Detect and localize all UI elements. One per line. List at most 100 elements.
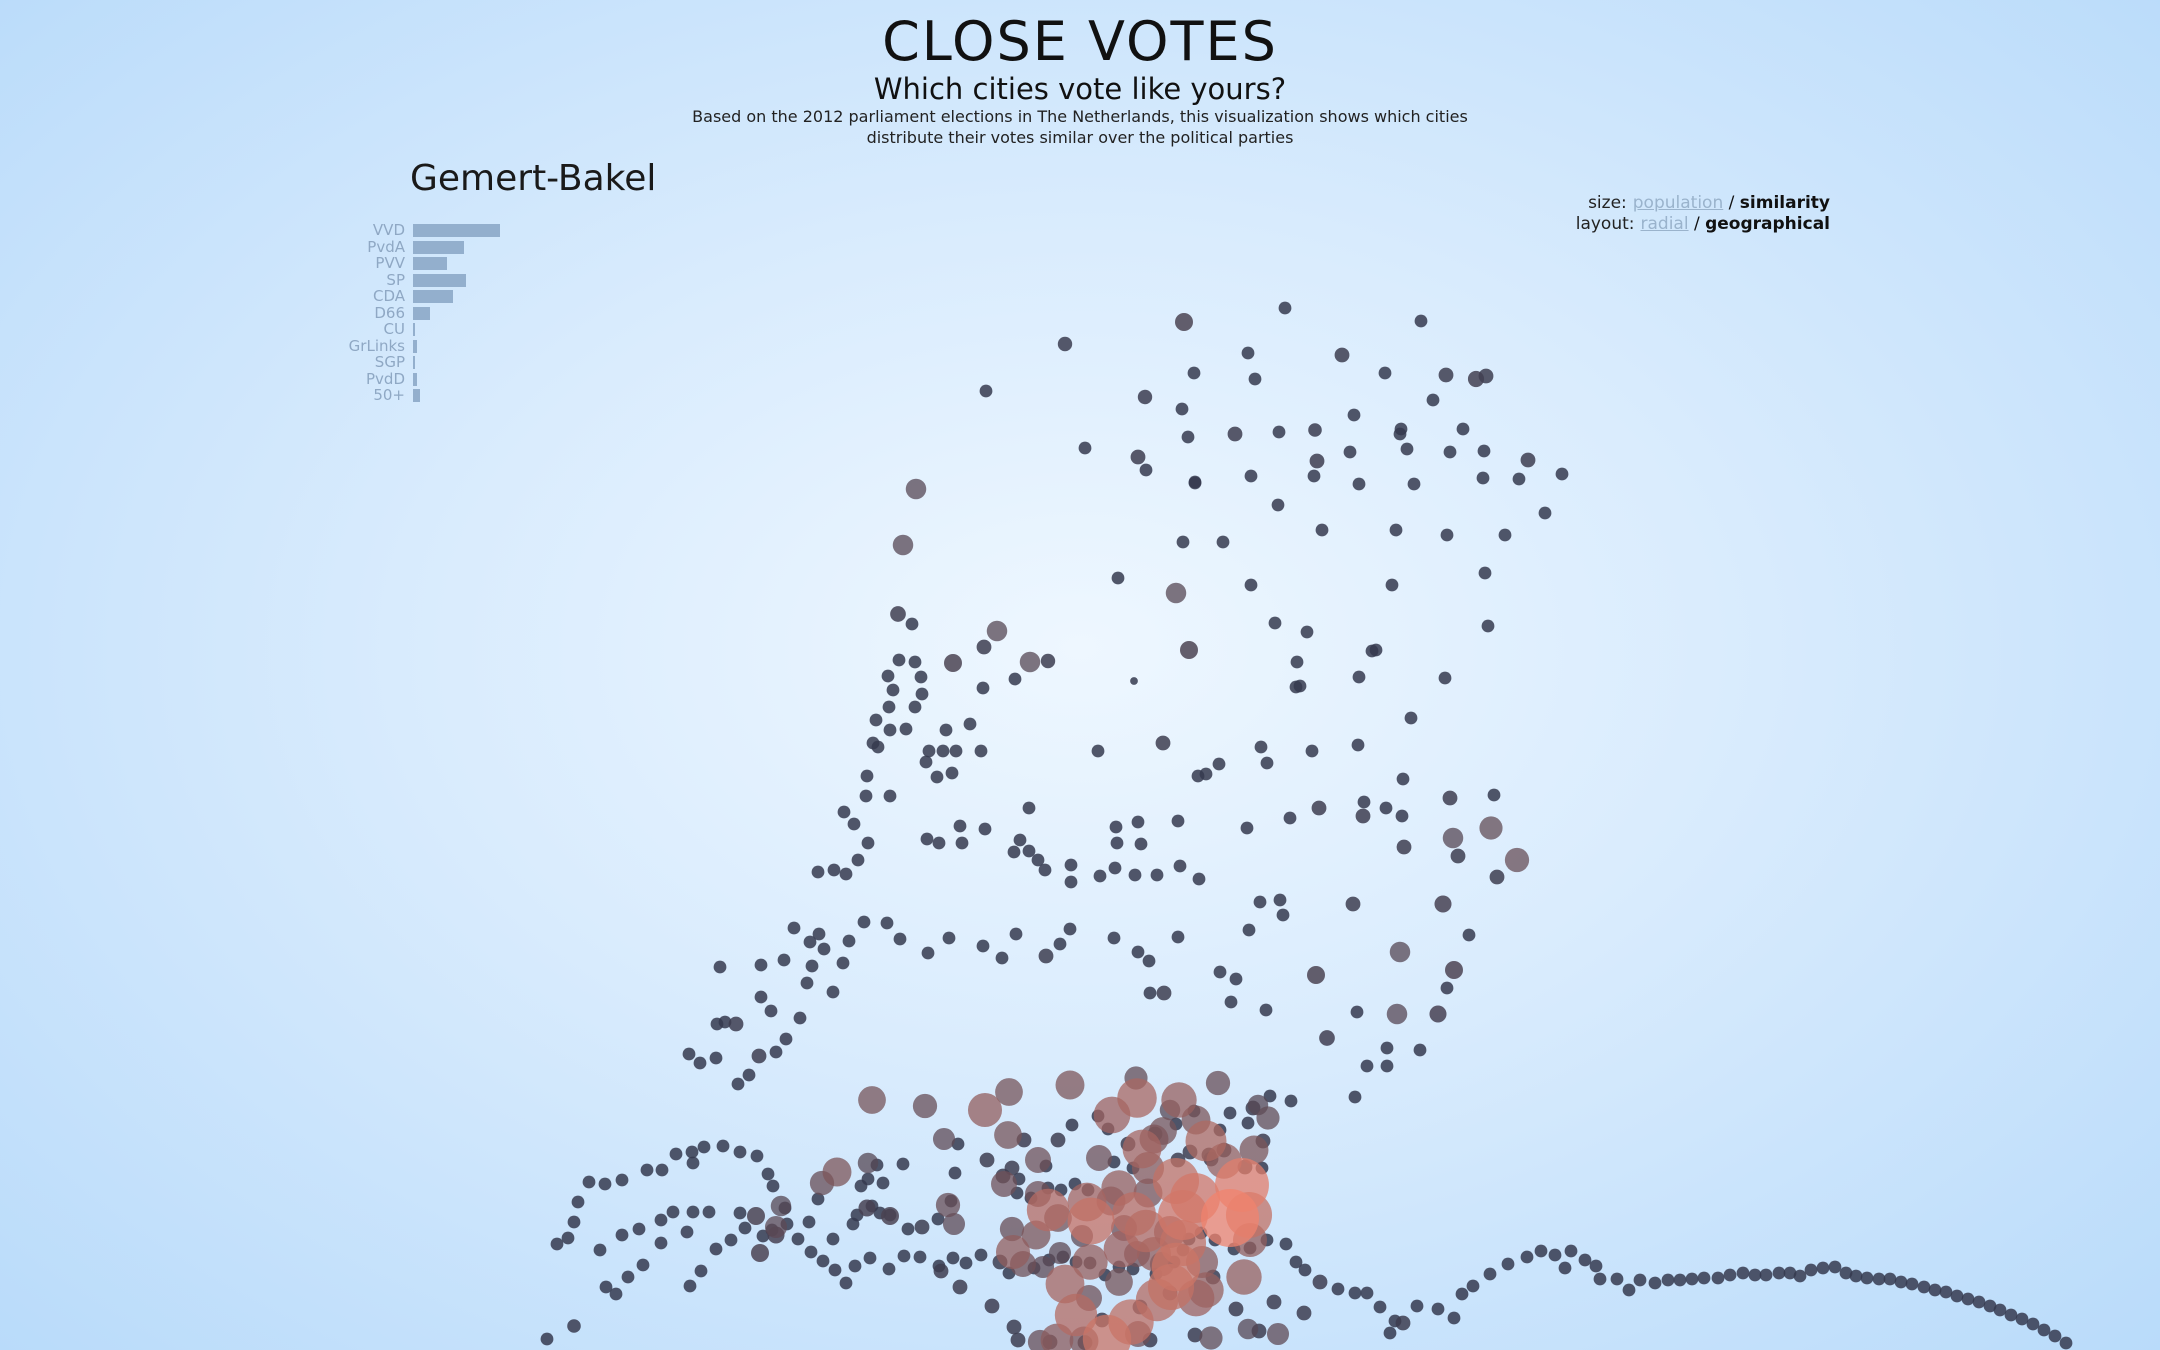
city-dot[interactable] — [1351, 738, 1365, 752]
city-dot[interactable] — [1038, 948, 1054, 964]
city-dot[interactable] — [1300, 625, 1314, 639]
city-dot[interactable] — [1476, 471, 1490, 485]
city-dot[interactable] — [540, 1332, 554, 1346]
city-dot[interactable] — [1156, 985, 1172, 1001]
city-dot[interactable] — [848, 1259, 862, 1273]
city-dot[interactable] — [682, 1047, 696, 1061]
city-dot[interactable] — [1426, 393, 1440, 407]
city-dot[interactable] — [1072, 1244, 1108, 1280]
city-dot[interactable] — [1205, 1070, 1231, 1096]
city-dot[interactable] — [976, 939, 990, 953]
city-dot[interactable] — [1276, 908, 1290, 922]
city-dot[interactable] — [777, 953, 791, 967]
city-dot[interactable] — [1216, 535, 1230, 549]
city-dot[interactable] — [1111, 571, 1125, 585]
city-dot[interactable] — [615, 1228, 629, 1242]
city-dot[interactable] — [912, 1093, 938, 1119]
city-dot[interactable] — [716, 1139, 730, 1153]
city-dot[interactable] — [1481, 619, 1495, 633]
city-dot[interactable] — [899, 722, 913, 736]
city-dot[interactable] — [1395, 809, 1409, 823]
city-dot[interactable] — [1438, 671, 1452, 685]
city-dot[interactable] — [728, 1016, 744, 1032]
party-bar[interactable] — [413, 306, 431, 320]
city-dot[interactable] — [1259, 1003, 1273, 1017]
city-dot[interactable] — [655, 1163, 669, 1177]
city-dot[interactable] — [1442, 790, 1458, 806]
city-dot[interactable] — [1385, 578, 1399, 592]
city-dot[interactable] — [1400, 442, 1414, 456]
city-dot[interactable] — [685, 1145, 699, 1159]
city-dot[interactable] — [1793, 1269, 1807, 1283]
city-dot[interactable] — [1181, 430, 1195, 444]
city-dot[interactable] — [1483, 1267, 1497, 1281]
city-dot[interactable] — [1025, 1147, 1051, 1173]
city-dot[interactable] — [880, 916, 894, 930]
city-dot[interactable] — [1048, 1241, 1072, 1265]
city-dot[interactable] — [842, 934, 856, 948]
city-dot[interactable] — [1736, 1266, 1750, 1280]
city-dot[interactable] — [942, 1212, 966, 1236]
city-dot[interactable] — [817, 942, 831, 956]
city-dot[interactable] — [2004, 1308, 2018, 1322]
city-dot[interactable] — [793, 1011, 807, 1025]
city-dot[interactable] — [1263, 1089, 1277, 1103]
city-dot[interactable] — [1174, 312, 1194, 332]
city-dot[interactable] — [746, 1206, 766, 1226]
city-dot[interactable] — [733, 1145, 747, 1159]
city-dot[interactable] — [939, 723, 953, 737]
city-dot[interactable] — [1179, 640, 1199, 660]
city-dot[interactable] — [1191, 769, 1205, 783]
city-dot[interactable] — [1306, 965, 1326, 985]
city-dot[interactable] — [1289, 1255, 1303, 1269]
city-dot[interactable] — [1022, 801, 1036, 815]
city-dot[interactable] — [787, 921, 801, 935]
city-dot[interactable] — [1237, 1318, 1259, 1340]
city-dot[interactable] — [1783, 1266, 1797, 1280]
city-dot[interactable] — [1268, 616, 1282, 630]
city-dot[interactable] — [886, 683, 900, 697]
city-dot[interactable] — [615, 1173, 629, 1187]
city-dot[interactable] — [1315, 523, 1329, 537]
city-dot[interactable] — [1107, 931, 1121, 945]
city-dot[interactable] — [991, 1171, 1017, 1197]
city-dot[interactable] — [979, 384, 993, 398]
city-dot[interactable] — [963, 717, 977, 731]
city-dot[interactable] — [654, 1236, 668, 1250]
city-dot[interactable] — [769, 1045, 783, 1059]
city-dot[interactable] — [1307, 469, 1321, 483]
city-dot[interactable] — [1117, 1078, 1157, 1118]
city-dot[interactable] — [995, 1078, 1023, 1106]
city-dot[interactable] — [858, 1086, 886, 1114]
city-dot[interactable] — [1082, 1314, 1132, 1350]
city-dot[interactable] — [1175, 402, 1189, 416]
city-dot[interactable] — [908, 655, 922, 669]
city-dot[interactable] — [999, 1216, 1025, 1242]
city-dot[interactable] — [1254, 740, 1268, 754]
city-dot[interactable] — [1610, 1272, 1624, 1286]
city-dot[interactable] — [1894, 1275, 1908, 1289]
city-dot[interactable] — [1520, 1250, 1534, 1264]
city-dot[interactable] — [816, 1254, 830, 1268]
layout-option-geographical[interactable]: geographical — [1705, 214, 1830, 234]
city-dot[interactable] — [598, 1177, 612, 1191]
city-dot[interactable] — [697, 1140, 711, 1154]
city-dot[interactable] — [1589, 1259, 1603, 1273]
city-dot[interactable] — [828, 1263, 842, 1277]
city-dot[interactable] — [1839, 1266, 1853, 1280]
city-dot[interactable] — [921, 946, 935, 960]
city-dot[interactable] — [857, 1152, 879, 1174]
city-dot[interactable] — [1112, 1192, 1156, 1236]
city-dot[interactable] — [1479, 816, 1503, 840]
city-dot[interactable] — [802, 1215, 816, 1229]
city-dot[interactable] — [812, 927, 826, 941]
city-dot[interactable] — [1007, 845, 1021, 859]
city-dot[interactable] — [1905, 1277, 1919, 1291]
city-dot[interactable] — [1176, 535, 1190, 549]
city-dot[interactable] — [1185, 1120, 1227, 1162]
city-dot[interactable] — [1055, 1070, 1085, 1100]
city-dot[interactable] — [1648, 1276, 1662, 1290]
city-dot[interactable] — [1212, 757, 1226, 771]
city-dot[interactable] — [994, 1121, 1022, 1149]
party-bar[interactable] — [413, 389, 420, 402]
